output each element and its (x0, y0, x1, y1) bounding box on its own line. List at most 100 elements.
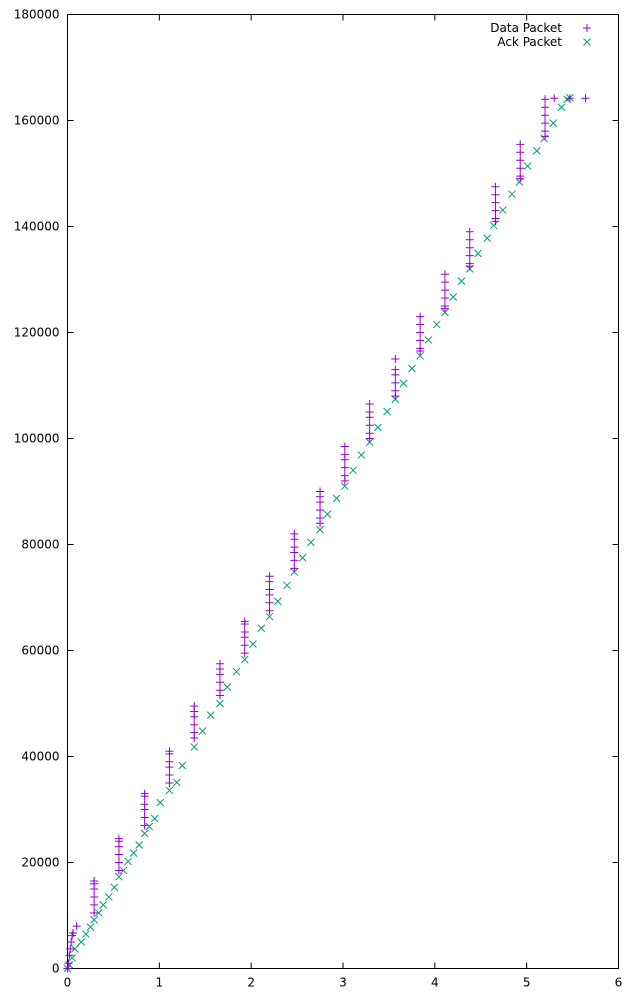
ack-packet-point (82, 930, 90, 938)
data-packet-point (340, 471, 349, 480)
data-packet-point (516, 164, 525, 173)
data-packet-point (114, 866, 123, 875)
ack-packet-point (557, 103, 566, 112)
ack-packet-point (523, 162, 532, 170)
ack-packet-point (140, 829, 149, 838)
data-packet-point (516, 140, 525, 149)
y-tick-label: 100000 (14, 432, 60, 446)
data-packet-point (240, 617, 249, 626)
axis-ticks (67, 14, 619, 969)
legend-marker-ack-packet (583, 38, 591, 46)
x-axis-tick-labels: 0 1 2 3 4 5 6 (64, 976, 623, 990)
data-packet-point (90, 908, 99, 917)
data-packet-point (565, 94, 574, 103)
data-packet-point (440, 270, 449, 279)
ack-packet-series (63, 93, 574, 973)
data-packet-point (114, 858, 123, 867)
data-packet-point (140, 789, 149, 798)
ack-packet-point (357, 451, 366, 459)
data-packet-point (416, 312, 425, 321)
ack-packet-point (549, 119, 558, 128)
ack-packet-point (323, 510, 332, 519)
ack-packet-point (86, 923, 95, 932)
legend-label-data-packet: Data Packet (490, 21, 562, 35)
ack-packet-point (457, 277, 466, 285)
data-packet-point (340, 450, 349, 459)
data-packet-point (440, 278, 449, 287)
data-packet-point (581, 94, 590, 103)
data-packet-point (67, 938, 76, 946)
data-packet-point (190, 728, 199, 737)
y-tick-label: 120000 (14, 326, 60, 340)
ack-packet-point (298, 553, 307, 562)
data-packet-point (465, 235, 474, 244)
ack-packet-point (374, 423, 382, 432)
ack-packet-point (265, 612, 274, 621)
ack-packet-point (190, 743, 199, 751)
ack-packet-point (110, 883, 119, 892)
y-tick-label: 180000 (14, 8, 60, 22)
ack-packet-point (145, 822, 154, 831)
data-packet-point (316, 487, 325, 496)
data-packet-point (140, 821, 149, 830)
ack-packet-point (115, 872, 123, 881)
x-tick-label: 0 (64, 976, 72, 990)
data-packet-point (190, 720, 199, 729)
ack-packet-point (416, 351, 424, 360)
data-packet-point (516, 172, 525, 181)
x-tick-label: 3 (339, 976, 347, 990)
ack-packet-point (474, 249, 482, 258)
ack-packet-point (99, 901, 108, 909)
legend-plus-marker (583, 24, 591, 32)
data-packet-point (290, 564, 299, 573)
ack-packet-point (489, 221, 498, 230)
data-packet-point (316, 506, 325, 515)
ack-packet-point (249, 640, 257, 648)
data-packet-point (215, 678, 224, 687)
data-packet-point (265, 572, 274, 581)
data-packet-point (165, 771, 174, 780)
ack-packet-point (206, 711, 215, 720)
legend-label-ack-packet: Ack Packet (497, 35, 562, 49)
data-packet-point (190, 702, 199, 711)
y-tick-label: 140000 (14, 220, 60, 234)
x-tick-label: 5 (523, 976, 531, 990)
data-packet-point (215, 659, 224, 668)
data-packet-point (550, 94, 559, 103)
data-packet-point (491, 214, 500, 223)
data-packet-point (516, 156, 525, 165)
ack-packet-point (332, 494, 341, 503)
ack-packet-point (77, 938, 86, 946)
data-packet-point (541, 95, 550, 104)
legend-cross-marker (583, 38, 591, 46)
ack-packet-point (216, 699, 224, 708)
data-packet-point (240, 641, 249, 650)
data-packet-series (63, 94, 590, 973)
data-packet-point (541, 119, 550, 128)
data-packet-point (491, 206, 500, 215)
ack-packet-point (515, 178, 524, 186)
data-packet-point (416, 344, 425, 353)
ack-packet-point (408, 364, 416, 373)
ack-packet-point (349, 466, 357, 475)
data-packet-point (465, 227, 474, 236)
x-tick-label: 1 (156, 976, 164, 990)
ack-packet-point (424, 336, 433, 344)
data-packet-point (114, 834, 123, 843)
y-tick-label: 60000 (21, 644, 59, 658)
data-packet-point (391, 378, 400, 387)
y-tick-label: 40000 (21, 750, 59, 764)
ack-packet-point (129, 849, 138, 857)
data-packet-point (114, 850, 123, 859)
ack-packet-point (257, 624, 266, 633)
data-packet-point (65, 951, 74, 960)
data-packet-point (541, 127, 550, 136)
legend: Data Packet Ack Packet (490, 21, 591, 49)
ack-packet-point (232, 667, 241, 676)
data-packet-point (516, 148, 525, 157)
data-packet-point (340, 442, 349, 451)
data-packet-point (240, 627, 249, 636)
ack-packet-point (94, 908, 103, 917)
data-packet-point (391, 386, 400, 395)
